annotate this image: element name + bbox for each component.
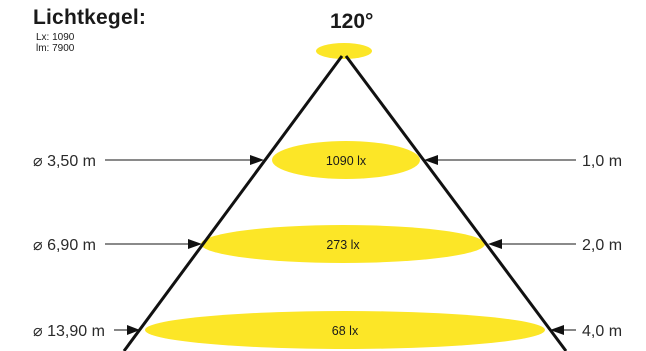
light-disc-2m bbox=[201, 225, 485, 263]
dimension-arrow-left-4m bbox=[114, 325, 140, 335]
diameter-label-2m: ⌀ 6,90 m bbox=[33, 237, 96, 254]
diagram-title: Lichtkegel: bbox=[33, 6, 147, 29]
dimension-arrow-left-1m bbox=[105, 155, 264, 165]
lux-label-1m: 1090 lx bbox=[326, 154, 367, 168]
light-source bbox=[316, 43, 372, 59]
distance-label-1m: 1,0 m bbox=[582, 153, 622, 170]
dimension-arrow-right-2m bbox=[488, 239, 576, 249]
lux-label-2m: 273 lx bbox=[326, 238, 360, 252]
distance-label-4m: 4,0 m bbox=[582, 323, 622, 340]
diameter-label-1m: ⌀ 3,50 m bbox=[33, 153, 96, 170]
dimension-arrow-right-1m bbox=[424, 155, 576, 165]
dimension-arrow-left-2m bbox=[105, 239, 202, 249]
light-disc-4m bbox=[145, 311, 545, 349]
lumen-value-label: lm: 7900 bbox=[36, 43, 75, 54]
light-disc-1m bbox=[272, 141, 420, 179]
cone-edge-left bbox=[122, 55, 344, 351]
cone-edge-right bbox=[344, 55, 568, 351]
distance-label-2m: 2,0 m bbox=[582, 237, 622, 254]
diameter-label-4m: ⌀ 13,90 m bbox=[33, 323, 105, 340]
lux-label-4m: 68 lx bbox=[332, 324, 359, 338]
dimension-arrow-right-4m bbox=[550, 325, 576, 335]
lux-value-label: Lx: 1090 bbox=[36, 32, 75, 43]
beam-angle-label: 120° bbox=[330, 10, 374, 33]
